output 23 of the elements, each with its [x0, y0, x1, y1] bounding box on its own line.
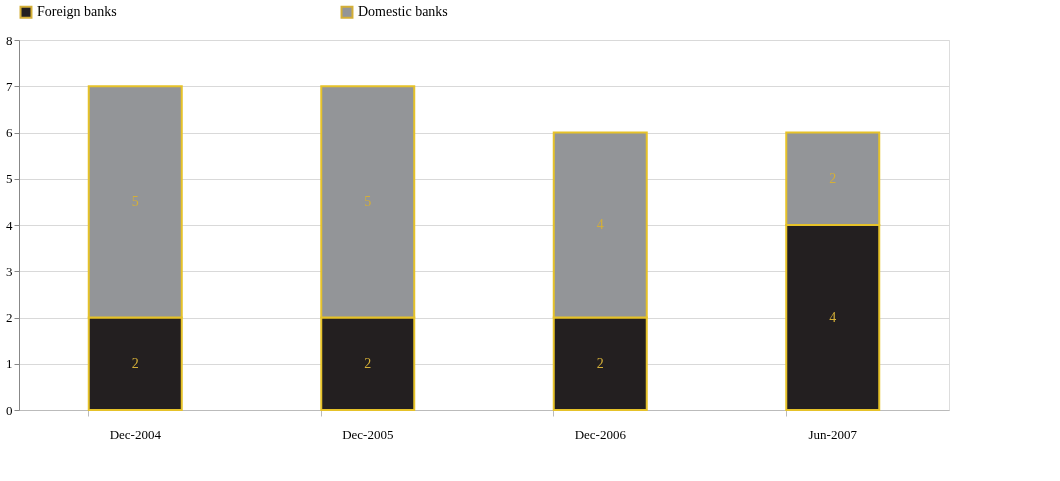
data-label: 2	[596, 355, 604, 371]
data-label: 4	[596, 217, 604, 232]
legend-label: Domestic banks	[358, 4, 448, 20]
data-label: 2	[131, 355, 139, 371]
x-tick-label: Jun-2007	[808, 426, 858, 442]
y-tick-label: 8	[6, 32, 13, 48]
data-label: 2	[829, 170, 837, 186]
legend-label: Foreign banks	[37, 4, 117, 20]
data-label: 2	[364, 355, 372, 371]
y-tick-label: 3	[6, 263, 13, 279]
y-tick-label: 2	[6, 310, 13, 325]
data-label: 4	[829, 309, 837, 325]
data-label: 5	[364, 193, 372, 209]
data-label: 5	[131, 193, 139, 209]
y-tick-label: 4	[6, 217, 13, 233]
y-tick-label: 1	[6, 356, 13, 372]
y-tick-label: 6	[6, 125, 13, 140]
x-tick-label: Dec-2004	[109, 426, 162, 442]
y-tick-label: 7	[6, 78, 13, 94]
x-tick-label: Dec-2006	[574, 426, 627, 442]
y-tick-label: 5	[6, 171, 13, 187]
x-tick-label: Dec-2005	[342, 426, 394, 442]
y-tick-label: 0	[6, 402, 13, 418]
